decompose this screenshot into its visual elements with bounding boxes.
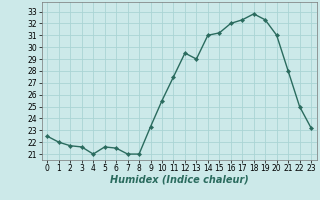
X-axis label: Humidex (Indice chaleur): Humidex (Indice chaleur) <box>110 175 249 185</box>
